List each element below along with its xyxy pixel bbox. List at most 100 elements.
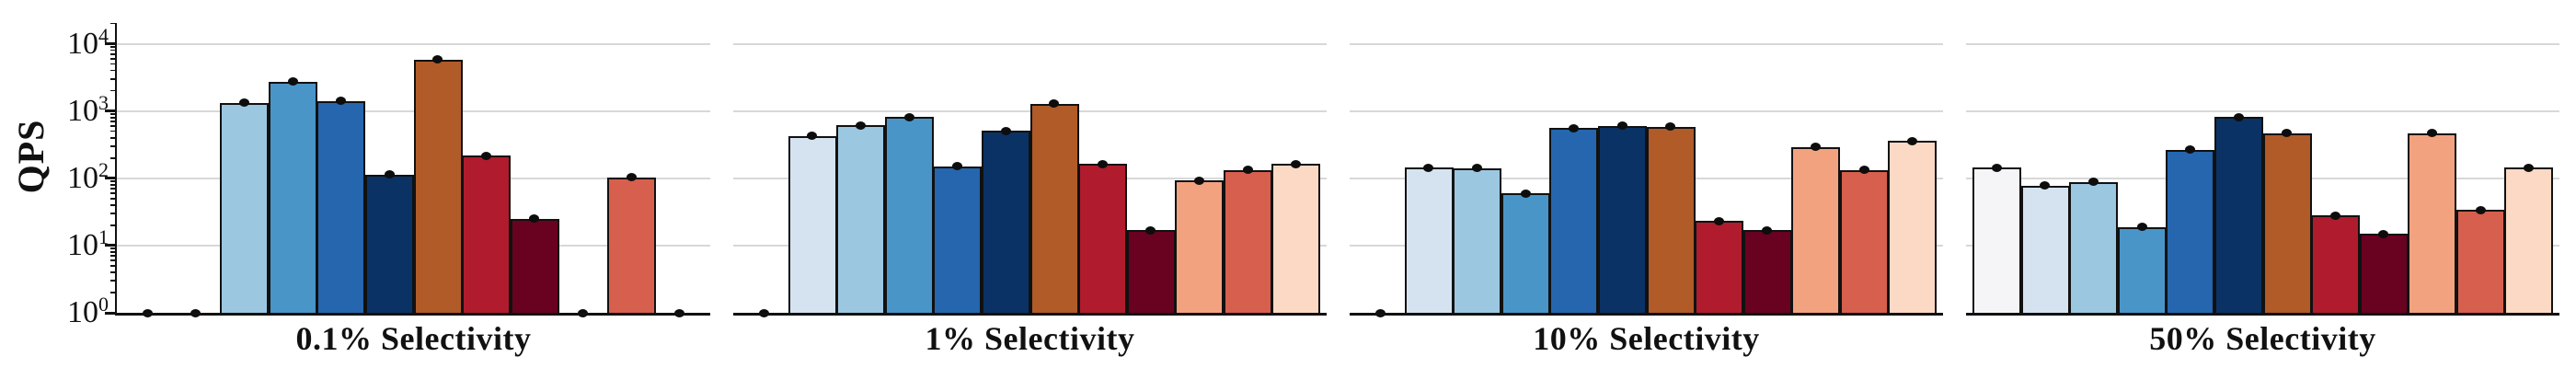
x-axis-label: 0.1% Selectivity (295, 320, 532, 357)
y-minor-tick (110, 53, 117, 55)
y-minor-tick (110, 259, 117, 261)
y-minor-tick (110, 204, 117, 206)
y-tick-label: 101 (67, 224, 109, 262)
bar (1972, 167, 2022, 315)
bar (2359, 234, 2409, 315)
data-point-marker (1569, 123, 1580, 132)
bar (1791, 146, 1841, 315)
y-minor-tick (110, 198, 117, 200)
data-point-marker (2329, 211, 2340, 220)
data-point-marker (1907, 136, 1918, 145)
y-minor-tick (110, 271, 117, 273)
bar (1175, 180, 1225, 315)
data-point-marker (336, 97, 347, 106)
y-tick-label: 102 (67, 157, 109, 195)
x-axis-spine (733, 313, 1327, 316)
data-point-marker (2427, 129, 2438, 138)
bar (1453, 167, 1502, 315)
bar (1404, 167, 1454, 315)
data-point-marker (2185, 145, 2196, 155)
y-minor-tick (110, 69, 117, 72)
x-axis-label: 10% Selectivity (1533, 320, 1760, 357)
gridline-10e3 (1966, 109, 2559, 112)
data-point-marker (1858, 166, 1869, 175)
bar (2020, 185, 2070, 315)
bar (933, 166, 983, 315)
y-minor-tick (110, 89, 117, 92)
data-point-marker (1713, 216, 1724, 225)
subplot-50-selectivity: 50% Selectivity (1966, 0, 2559, 368)
y-tick-label: 100 (67, 293, 109, 330)
data-point-marker (1423, 163, 1434, 172)
bar (220, 102, 270, 315)
x-axis-label: 50% Selectivity (2149, 320, 2376, 357)
y-minor-tick (110, 180, 117, 182)
data-point-marker (1194, 176, 1205, 185)
bar (1646, 126, 1696, 315)
data-point-marker (1762, 225, 1773, 235)
bar (364, 174, 414, 315)
y-minor-tick (110, 265, 117, 267)
y-minor-tick (110, 192, 117, 194)
data-point-marker (2233, 112, 2244, 121)
bar (1078, 164, 1128, 315)
y-minor-tick (110, 255, 117, 258)
data-point-marker (432, 55, 443, 64)
data-point-marker (238, 98, 249, 108)
data-point-marker (1242, 166, 1253, 175)
data-point-marker (287, 77, 298, 86)
x-axis-label: 1% Selectivity (925, 320, 1135, 357)
data-point-marker (480, 151, 491, 160)
bar (2069, 181, 2119, 315)
gridline-10e3 (1350, 109, 1943, 112)
bar (2408, 132, 2457, 315)
data-point-marker (1520, 189, 1531, 198)
data-point-marker (2136, 223, 2147, 232)
gridline-10e4 (1966, 42, 2559, 45)
y-major-tick (105, 177, 117, 180)
y-minor-tick (110, 130, 117, 132)
bar (1029, 103, 1079, 315)
y-tick-label: 104 (67, 23, 109, 61)
y-major-tick (105, 109, 117, 113)
bar (2504, 167, 2554, 315)
bar (1742, 230, 1792, 315)
bar (2311, 215, 2361, 315)
bar (316, 100, 366, 315)
bar (268, 81, 317, 315)
data-point-marker (1471, 164, 1482, 173)
bar (413, 59, 463, 315)
y-minor-tick (110, 247, 117, 250)
y-minor-tick (110, 145, 117, 147)
data-point-marker (2524, 163, 2535, 172)
bar (2117, 226, 2167, 315)
y-minor-tick (110, 78, 117, 80)
y-major-tick (105, 42, 117, 46)
y-minor-tick (110, 251, 117, 253)
data-point-marker (1049, 99, 1060, 109)
gridline-10e4 (117, 42, 710, 45)
bar (836, 125, 886, 315)
data-point-marker (807, 132, 818, 141)
bar (2455, 210, 2505, 315)
y-minor-tick (110, 121, 117, 122)
data-point-marker (1097, 159, 1108, 168)
data-point-marker (1616, 121, 1627, 131)
bar (1126, 230, 1176, 315)
y-minor-tick (110, 156, 117, 159)
data-point-marker (2087, 178, 2099, 187)
y-minor-tick (110, 136, 117, 139)
bar (510, 218, 559, 315)
data-point-marker (2282, 129, 2293, 138)
y-minor-tick (110, 46, 117, 48)
y-minor-tick (110, 116, 117, 119)
y-axis-spine (114, 23, 117, 316)
bar (884, 117, 934, 315)
bar (1839, 169, 1889, 315)
x-axis-spine (1350, 313, 1943, 316)
bar (788, 135, 837, 315)
y-minor-tick (110, 224, 117, 226)
bar (2262, 132, 2312, 315)
data-point-marker (952, 162, 963, 171)
data-point-marker (1291, 159, 1302, 168)
